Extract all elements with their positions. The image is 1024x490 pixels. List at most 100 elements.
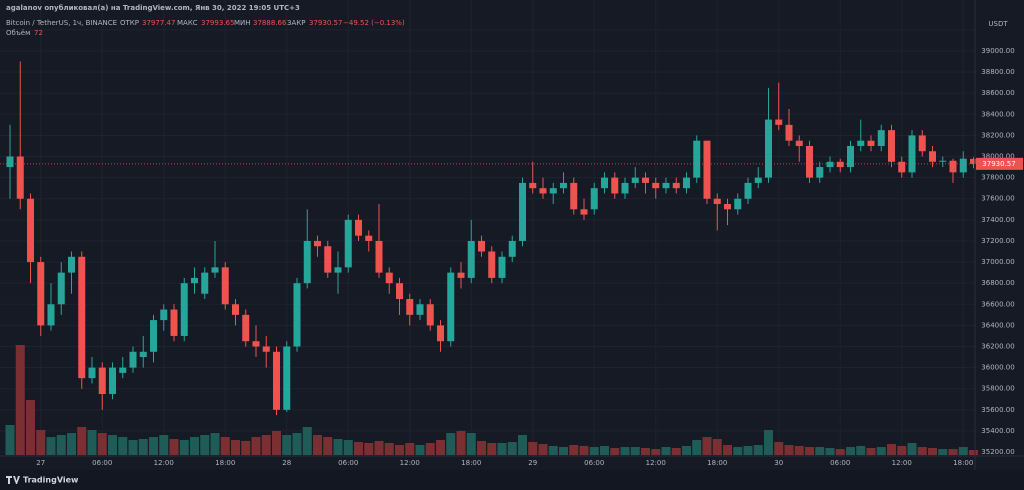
volume-bar: [846, 447, 855, 455]
y-tick-label: 38600.00: [981, 89, 1014, 97]
x-tick-label: 12:00: [646, 459, 666, 467]
volume-bar: [395, 445, 404, 455]
candle-body: [221, 267, 229, 305]
grid: [0, 0, 975, 456]
candle-body: [754, 177, 762, 183]
volume-bar: [569, 445, 579, 455]
candle-body: [857, 140, 865, 146]
volume-bar: [374, 440, 384, 455]
x-tick-label: 06:00: [584, 459, 604, 467]
volume-bar: [507, 442, 517, 455]
volume-bar: [805, 447, 814, 455]
y-tick-label: 37400.00: [981, 216, 1014, 224]
footer-logo: [6, 476, 20, 484]
volume-bar: [46, 437, 56, 455]
candle-body: [908, 135, 916, 173]
candle-body: [78, 256, 86, 379]
volume-bar: [600, 445, 609, 455]
publisher: agalanov опубликовал(а) на TradingView.c…: [6, 4, 300, 12]
candle-body: [590, 188, 598, 210]
volume-bar: [190, 437, 199, 455]
candle-body: [191, 277, 198, 284]
candle-body: [703, 140, 711, 199]
volume-bar: [487, 442, 497, 455]
volume-bar: [118, 437, 128, 455]
price-label-box: [976, 157, 1023, 170]
candle-body: [806, 145, 813, 178]
volume-bar: [354, 442, 363, 455]
volume-bar: [15, 345, 25, 455]
x-tick-label: 18:00: [461, 459, 481, 467]
x-tick-label: 18:00: [215, 459, 235, 467]
volume-bar: [497, 442, 507, 455]
volume-bar: [856, 445, 866, 455]
y-tick-label: 36600.00: [981, 300, 1014, 308]
volume-bar: [938, 449, 948, 455]
x-tick-label: 12:00: [400, 459, 420, 467]
candle-body: [672, 182, 680, 189]
candle-body: [508, 240, 516, 257]
candle-body: [744, 182, 752, 199]
x-tick-label: 18:00: [707, 459, 727, 467]
volume-bar: [928, 447, 937, 455]
volume-bar: [835, 449, 845, 455]
y-tick-label: 36000.00: [981, 364, 1014, 372]
volume-bar: [610, 447, 620, 455]
candle-body: [888, 130, 895, 162]
candle-body: [109, 367, 116, 394]
volume-bar: [425, 442, 435, 455]
candle-body: [949, 160, 957, 173]
volume-bar: [712, 439, 722, 455]
candle-body: [713, 198, 721, 205]
volume-bar: [343, 440, 353, 455]
volume-bar: [579, 445, 589, 455]
candle-body: [765, 119, 772, 178]
volume-bar: [231, 440, 240, 455]
candle-body: [549, 188, 557, 194]
candle-body: [365, 235, 373, 241]
x-tick-label: 06:00: [338, 459, 358, 467]
volume-bar: [436, 440, 445, 455]
volume-bar: [876, 447, 886, 455]
footer-brand[interactable]: TradingView: [23, 476, 79, 485]
change: −49.52 (−0.13%): [343, 19, 405, 27]
candle-body: [416, 304, 424, 315]
volume-bar: [907, 442, 917, 455]
volume-bar: [671, 447, 681, 455]
high-value: 37993.65: [201, 19, 234, 27]
y-tick-label: 37000.00: [981, 258, 1014, 266]
candle-body: [98, 367, 106, 394]
volume-bar: [333, 439, 343, 455]
y-tick-label: 35800.00: [981, 385, 1014, 393]
volume-bar: [446, 432, 456, 455]
y-tick-label: 36800.00: [981, 279, 1014, 287]
volume-bar: [26, 400, 35, 455]
candle-body: [683, 177, 690, 189]
candle-body: [734, 198, 742, 210]
x-tick-label: 18:00: [953, 459, 973, 467]
candle-body: [344, 219, 352, 268]
volume-bar: [282, 435, 292, 455]
high-label: МАКС: [177, 19, 198, 27]
volume-bar: [220, 437, 230, 455]
candle-body: [170, 309, 178, 336]
volume-bar: [825, 447, 835, 455]
candle-body: [180, 283, 188, 336]
candle-body: [160, 309, 168, 321]
volume-bar: [559, 447, 568, 455]
x-tick-label: 28: [282, 459, 291, 467]
candle-body: [150, 320, 157, 352]
candle-body: [314, 240, 321, 247]
volume-bar: [261, 435, 271, 455]
x-tick-label: 06:00: [92, 459, 112, 467]
volume-bar: [917, 447, 927, 455]
candle-body: [847, 145, 854, 168]
volume-bar: [415, 445, 425, 455]
candle-body: [88, 367, 96, 379]
volume-bar: [302, 427, 312, 455]
candle-body: [898, 161, 906, 173]
volume-bar: [77, 427, 87, 455]
x-tick-label: 06:00: [830, 459, 850, 467]
volume-bar: [784, 445, 794, 455]
candle-body: [242, 314, 250, 342]
